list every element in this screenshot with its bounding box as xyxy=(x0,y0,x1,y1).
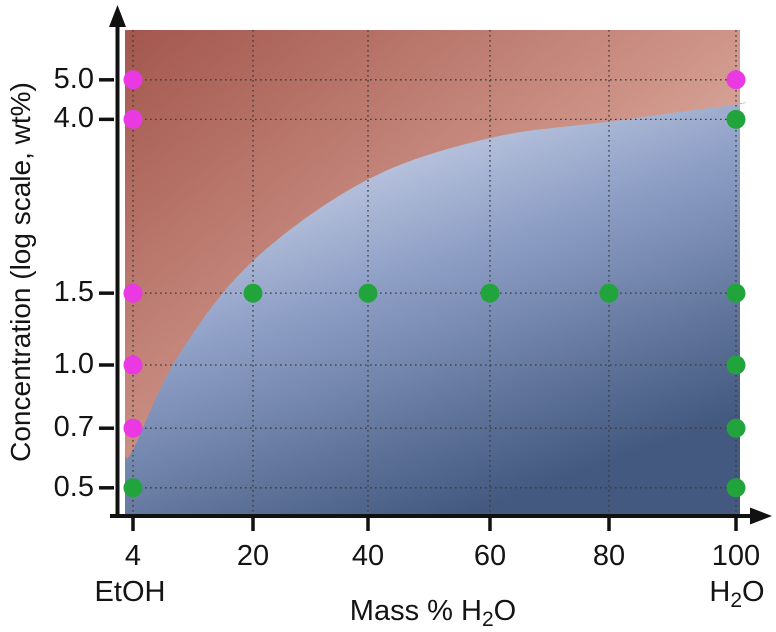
y-tick-label-5: 5.0 xyxy=(53,62,94,95)
h2o-label-text-end: O xyxy=(742,576,765,608)
y-tick-label-1.5: 1.5 xyxy=(53,276,94,309)
green-marker xyxy=(726,418,746,438)
magenta-marker xyxy=(123,355,143,375)
x-tick-label-100: 100 xyxy=(711,540,761,572)
green-marker xyxy=(599,283,619,303)
tick-marks xyxy=(99,78,738,531)
magenta-marker xyxy=(726,70,746,90)
y-tick-label-0.5: 0.5 xyxy=(53,470,94,503)
x-axis-title-text-end: O xyxy=(493,595,517,627)
h2o-label-text: H xyxy=(709,576,731,608)
x-axis-title-subscript: 2 xyxy=(481,608,494,631)
green-marker xyxy=(726,283,746,303)
h2o-endpoint-label: H2O xyxy=(692,576,776,613)
green-marker xyxy=(243,283,263,303)
green-marker xyxy=(480,283,500,303)
magenta-marker xyxy=(123,109,143,129)
lower-phase-region xyxy=(125,102,747,514)
green-marker xyxy=(358,283,378,303)
y-tick-label-1: 1.0 xyxy=(53,348,94,380)
magenta-marker xyxy=(123,283,143,303)
green-marker xyxy=(726,355,746,375)
green-marker xyxy=(123,478,143,498)
etoh-endpoint-label: EtOH xyxy=(94,576,166,608)
x-tick-label-20: 20 xyxy=(236,540,270,572)
x-axis-title: Mass % H2O xyxy=(328,595,538,632)
magenta-marker xyxy=(123,418,143,438)
h2o-label-subscript: 2 xyxy=(730,589,743,612)
x-tick-label-60: 60 xyxy=(473,540,507,572)
magenta-marker xyxy=(123,70,143,90)
x-tick-label-80: 80 xyxy=(592,540,626,572)
y-axis-title: Concentration (log scale, wt%) xyxy=(5,82,36,462)
green-marker xyxy=(726,478,746,498)
x-tick-label-4: 4 xyxy=(124,540,142,572)
x-axis-arrow-icon xyxy=(750,507,772,525)
x-axis-title-text: Mass % H xyxy=(349,595,482,627)
y-axis-arrow-icon xyxy=(109,5,126,27)
y-tick-label-0.7: 0.7 xyxy=(53,411,94,444)
green-marker xyxy=(726,109,746,129)
axes xyxy=(109,5,772,525)
x-tick-label-40: 40 xyxy=(351,540,385,572)
y-tick-label-4: 4.0 xyxy=(53,102,94,135)
data-points xyxy=(123,70,746,498)
